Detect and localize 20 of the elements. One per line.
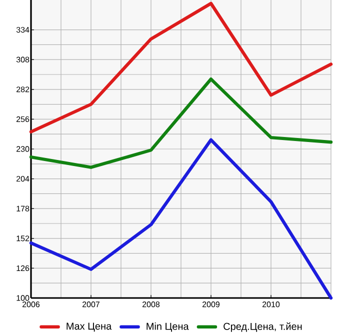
- x-tick-label: 2006: [22, 302, 40, 308]
- x-tick-label: 2007: [82, 302, 100, 308]
- y-tick-label: 334: [16, 26, 30, 33]
- legend-label: Max Цена: [66, 322, 112, 332]
- line-series: [29, 77, 333, 169]
- y-tick-label: 126: [16, 265, 30, 272]
- x-tick-label: 2010: [262, 302, 280, 308]
- y-tick-label: 256: [16, 116, 30, 122]
- x-tick-label: 2009: [202, 302, 220, 308]
- y-tick-label: 152: [16, 236, 30, 242]
- legend-label: Сред.Цена, т.йен: [224, 322, 302, 332]
- y-tick-label: 282: [16, 86, 30, 92]
- line-series: [29, 2, 333, 134]
- y-tick-label: 308: [16, 56, 30, 62]
- y-tick-label: 230: [16, 146, 30, 152]
- x-tick-label: 2008: [142, 302, 160, 308]
- y-tick-label: 204: [16, 176, 30, 182]
- legend-label: Min Цена: [146, 322, 189, 332]
- y-tick-label: 178: [16, 206, 30, 212]
- y-tick-label: 100: [16, 295, 30, 301]
